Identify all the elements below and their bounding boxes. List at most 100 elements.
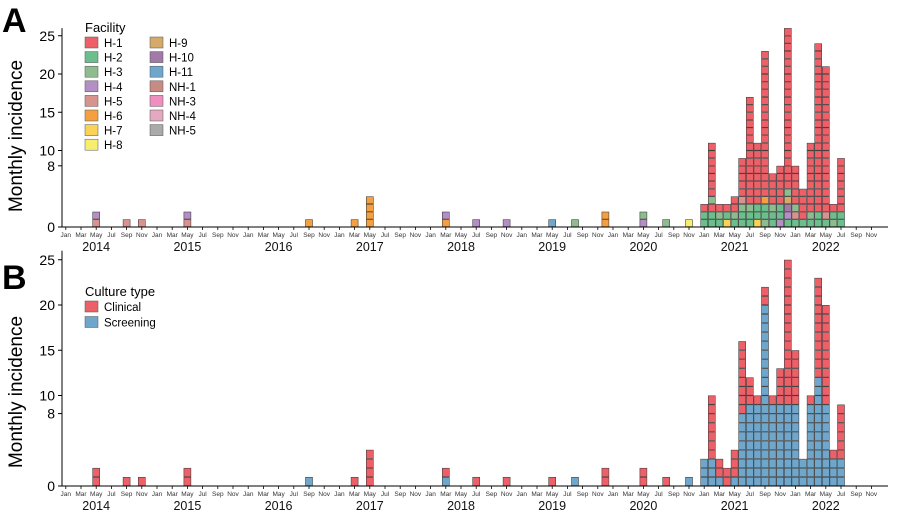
case-bar-clinical bbox=[715, 458, 724, 468]
case-bar-h-1 bbox=[822, 127, 830, 136]
case-bar-clinical bbox=[768, 395, 777, 405]
panel-a-month-tick-label: May bbox=[728, 232, 741, 239]
case-bar-h-1 bbox=[822, 173, 830, 182]
case-bar-h-4 bbox=[92, 211, 100, 220]
case-bar-h-1 bbox=[746, 104, 754, 113]
panel-b-x-axis: Jan Mar May Jul Sep Nov Jan Mar May Jul Sep Nov Jan M… bbox=[61, 485, 888, 513]
case-bar-h-4 bbox=[442, 211, 450, 220]
case-bar-screening bbox=[837, 467, 845, 477]
case-bar-h-4 bbox=[472, 219, 480, 227]
case-bar-clinical bbox=[837, 404, 845, 414]
case-bar-h-5 bbox=[122, 219, 131, 227]
case-bar-h-1 bbox=[814, 188, 822, 197]
case-bar-screening bbox=[814, 431, 822, 441]
case-bar-screening bbox=[700, 467, 708, 477]
panel-b-month-tick-label: Mar bbox=[623, 491, 635, 498]
panel-b-year-label: 2015 bbox=[173, 499, 201, 513]
case-bar-h-9 bbox=[784, 196, 792, 205]
case-bar-h-1 bbox=[814, 150, 822, 159]
case-bar-h-10 bbox=[784, 204, 792, 212]
case-bar-h-3 bbox=[730, 211, 739, 220]
case-bar-h-2 bbox=[784, 219, 792, 227]
panel-a-month-tick-label: Jan bbox=[243, 232, 254, 239]
panel-a-month-tick-label: Nov bbox=[318, 232, 330, 239]
case-bar-screening bbox=[814, 377, 822, 387]
case-bar-clinical bbox=[784, 286, 792, 296]
case-bar-h-1 bbox=[799, 188, 807, 197]
case-bar-h-8 bbox=[685, 219, 693, 227]
case-bar-screening bbox=[814, 467, 822, 477]
case-bar-screening bbox=[822, 404, 830, 414]
panel-b-month-tick-label: Mar bbox=[349, 491, 361, 498]
panel-a-month-tick-label: Jan bbox=[152, 232, 163, 239]
panel-b-month-tick-label: Jan bbox=[699, 491, 710, 498]
case-bar-screening bbox=[806, 458, 815, 468]
panel-b-month-tick-label: Jul bbox=[381, 491, 390, 498]
panel-b-month-tick-label: Sep bbox=[394, 491, 406, 498]
case-bar-screening bbox=[768, 449, 777, 459]
case-bar-clinical bbox=[784, 386, 792, 396]
panel-b-month-tick-label: Jan bbox=[152, 491, 163, 498]
case-bar-h-2 bbox=[746, 211, 754, 220]
panel-b-month-tick-label: Sep bbox=[212, 491, 224, 498]
case-bar-screening bbox=[700, 458, 708, 468]
case-bar-screening bbox=[822, 476, 830, 486]
panel-a-month-tick-label: Nov bbox=[592, 232, 604, 239]
case-bar-screening bbox=[822, 431, 830, 441]
panel-b-month-tick-label: Jan bbox=[608, 491, 619, 498]
panel-a-month-tick-label: Jan bbox=[699, 232, 710, 239]
case-bar-screening bbox=[761, 359, 769, 369]
panel-a-month-tick-label: Nov bbox=[410, 232, 422, 239]
panel-b-month-tick-label: Sep bbox=[668, 491, 680, 498]
case-bar-screening bbox=[753, 431, 762, 441]
panel-b-month-tick-label: Nov bbox=[683, 491, 695, 498]
case-bar-h-1 bbox=[784, 89, 792, 97]
panel-b-month-tick-label: Mar bbox=[805, 491, 817, 498]
case-bar-clinical bbox=[784, 314, 792, 324]
case-bar-screening bbox=[761, 305, 769, 315]
case-bar-screening bbox=[708, 476, 716, 486]
panel-a-month-tick-label: Mar bbox=[805, 232, 817, 239]
case-bar-clinical bbox=[708, 440, 716, 450]
case-bar-h-1 bbox=[837, 204, 845, 212]
legend-swatch-nh-1 bbox=[149, 80, 164, 93]
case-bar-h-1 bbox=[822, 96, 830, 105]
case-bar-screening bbox=[768, 440, 777, 450]
panel-b-month-tick-label: Nov bbox=[410, 491, 422, 498]
case-bar-h-3 bbox=[829, 219, 838, 227]
case-bar-h-1 bbox=[814, 112, 822, 120]
case-bar-screening bbox=[776, 413, 784, 423]
case-bar-clinical bbox=[814, 359, 822, 369]
case-bar-clinical bbox=[502, 476, 511, 486]
panel-a-month-tick-label: Sep bbox=[394, 232, 406, 239]
case-bar-h-2 bbox=[738, 211, 746, 220]
case-bar-h-1 bbox=[822, 135, 830, 143]
case-bar-h-3 bbox=[791, 204, 800, 212]
case-bar-h-2 bbox=[746, 219, 754, 227]
case-bar-h-1 bbox=[784, 119, 792, 128]
case-bar-clinical bbox=[822, 377, 830, 387]
panel-a-x-axis: Jan Mar May Jul Sep Nov Jan Mar May Jul Sep Nov Jan M… bbox=[61, 226, 888, 254]
case-bar-screening bbox=[784, 476, 792, 486]
case-bar-h-1 bbox=[746, 150, 754, 159]
case-bar-screening bbox=[305, 476, 313, 486]
panel-b-year-label: 2020 bbox=[629, 499, 657, 513]
case-bar-screening bbox=[814, 422, 822, 432]
case-bar-h-1 bbox=[784, 165, 792, 174]
panel-a-month-tick-label: Nov bbox=[227, 232, 239, 239]
panel-b-month-tick-label: May bbox=[181, 491, 194, 498]
legend-swatch-h-8 bbox=[84, 138, 99, 151]
case-bar-screening bbox=[738, 413, 746, 423]
case-bar-h-4 bbox=[776, 219, 784, 227]
case-bar-h-1 bbox=[784, 127, 792, 136]
case-bar-screening bbox=[761, 323, 769, 333]
case-bar-clinical bbox=[814, 332, 822, 342]
case-bar-screening bbox=[761, 341, 769, 351]
case-bar-h-1 bbox=[746, 142, 754, 151]
case-bar-clinical bbox=[837, 440, 845, 450]
case-bar-h-1 bbox=[708, 150, 716, 159]
case-bar-screening bbox=[738, 422, 746, 432]
panel-a-month-tick-label: Sep bbox=[121, 232, 133, 239]
panel-a-bars bbox=[92, 28, 845, 227]
panel-a-legend: Facility H-1 H-2 H-3 H-4 H-5 H-6 H-7 H-8 H-9 H-10… bbox=[84, 20, 196, 152]
